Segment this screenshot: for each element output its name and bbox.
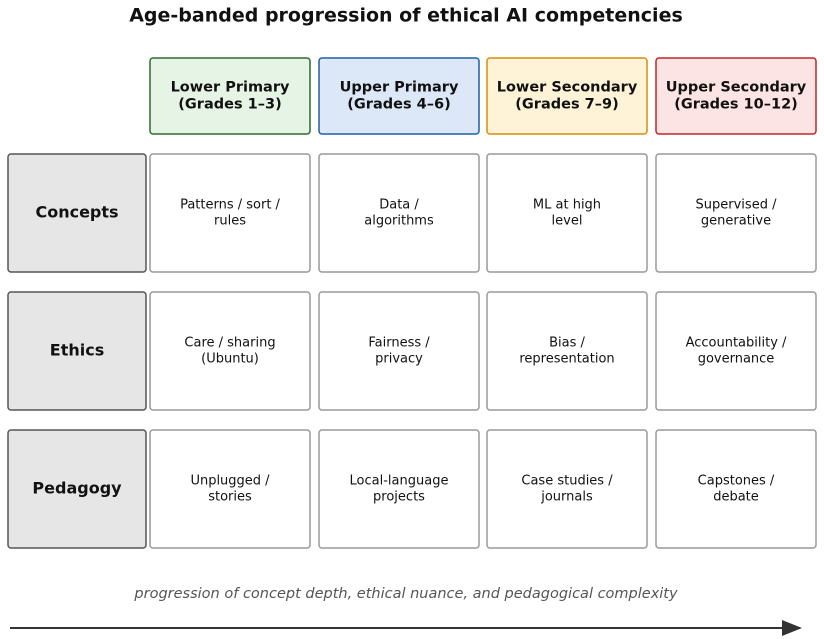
cell-box xyxy=(486,429,648,549)
cell-text: Patterns / sort / xyxy=(180,198,280,213)
cell-text: Fairness / xyxy=(368,336,430,351)
cell-text: Capstones / xyxy=(698,474,775,489)
row-label: Ethics xyxy=(50,341,104,360)
cell-text: Supervised / xyxy=(696,198,778,213)
cell-box xyxy=(655,153,817,273)
column-header-box xyxy=(149,57,311,135)
cell-text: Case studies / xyxy=(521,474,613,489)
cell-text: rules xyxy=(214,214,246,229)
cell-text: Care / sharing xyxy=(184,336,275,351)
cell-text: governance xyxy=(698,352,775,367)
column-header-box xyxy=(486,57,648,135)
title: Age-banded progression of ethical AI com… xyxy=(129,5,683,27)
cell-text: algorithms xyxy=(364,214,434,229)
row-label-box xyxy=(7,153,147,273)
column-header: Upper Secondary xyxy=(666,80,807,96)
cell-text: level xyxy=(552,214,583,229)
column-header: Lower Primary xyxy=(171,80,290,96)
cell-text: Bias / xyxy=(549,336,585,351)
row-label-box xyxy=(7,429,147,549)
row-label: Concepts xyxy=(35,203,118,222)
cell-text: Unplugged / xyxy=(190,474,270,489)
cell-text: journals xyxy=(540,490,593,505)
cell-text: Local-language xyxy=(350,474,449,489)
cell-text: Data / xyxy=(379,198,419,213)
cell-text: ML at high xyxy=(533,198,601,213)
cell-text: debate xyxy=(713,490,759,505)
cell-box xyxy=(149,429,311,549)
cell-text: representation xyxy=(519,352,614,367)
column-header: (Grades 10–12) xyxy=(674,97,798,113)
cell-text: Accountability / xyxy=(686,336,787,351)
cell-text: (Ubuntu) xyxy=(201,352,259,367)
row-label: Pedagogy xyxy=(32,479,122,498)
column-header-box xyxy=(318,57,480,135)
cell-text: stories xyxy=(208,490,252,505)
cell-text: privacy xyxy=(375,352,423,367)
cell-box xyxy=(318,291,480,411)
cell-box xyxy=(318,153,480,273)
cell-text: projects xyxy=(373,490,425,505)
cell-box xyxy=(486,153,648,273)
cell-box xyxy=(655,291,817,411)
caption: progression of concept depth, ethical nu… xyxy=(133,586,678,602)
column-header: (Grades 1–3) xyxy=(178,97,281,113)
cell-box xyxy=(486,291,648,411)
cell-box xyxy=(149,153,311,273)
cell-box xyxy=(655,429,817,549)
column-header: (Grades 4–6) xyxy=(347,97,450,113)
column-header: Upper Primary xyxy=(340,80,459,96)
cell-box xyxy=(149,291,311,411)
column-header-box xyxy=(655,57,817,135)
column-header: (Grades 7–9) xyxy=(515,97,618,113)
cell-text: generative xyxy=(701,214,771,229)
cell-box xyxy=(318,429,480,549)
column-header: Lower Secondary xyxy=(497,80,638,96)
row-label-box xyxy=(7,291,147,411)
